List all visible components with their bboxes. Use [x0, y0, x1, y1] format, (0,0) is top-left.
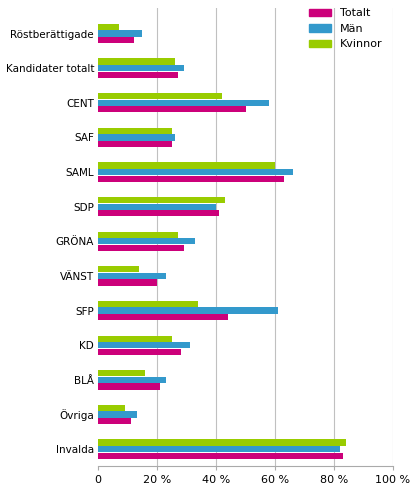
- Bar: [98, 349, 181, 355]
- Bar: [98, 266, 139, 273]
- Bar: [98, 93, 222, 99]
- Bar: [98, 232, 178, 238]
- Bar: [98, 30, 142, 37]
- Bar: [98, 72, 178, 78]
- Bar: [98, 245, 184, 251]
- Bar: [98, 307, 278, 314]
- Bar: [98, 314, 228, 320]
- Bar: [98, 383, 160, 389]
- Bar: [98, 128, 172, 134]
- Bar: [98, 197, 225, 203]
- Bar: [98, 169, 293, 175]
- Bar: [98, 141, 172, 147]
- Bar: [98, 135, 175, 140]
- Bar: [98, 446, 340, 452]
- Bar: [98, 24, 119, 30]
- Bar: [98, 439, 346, 446]
- Bar: [98, 100, 269, 106]
- Bar: [98, 65, 184, 71]
- Bar: [98, 342, 190, 348]
- Bar: [98, 175, 284, 182]
- Bar: [98, 273, 166, 279]
- Bar: [98, 58, 175, 65]
- Bar: [98, 210, 219, 217]
- Bar: [98, 418, 131, 424]
- Bar: [98, 405, 125, 411]
- Bar: [98, 411, 136, 417]
- Bar: [98, 163, 275, 168]
- Bar: [98, 377, 166, 383]
- Bar: [98, 106, 245, 112]
- Bar: [98, 279, 157, 286]
- Bar: [98, 204, 216, 210]
- Bar: [98, 370, 145, 377]
- Legend: Totalt, Män, Kvinnor: Totalt, Män, Kvinnor: [305, 4, 387, 54]
- Bar: [98, 37, 134, 43]
- Bar: [98, 453, 343, 459]
- Bar: [98, 301, 198, 307]
- Bar: [98, 238, 196, 245]
- Bar: [98, 335, 172, 342]
